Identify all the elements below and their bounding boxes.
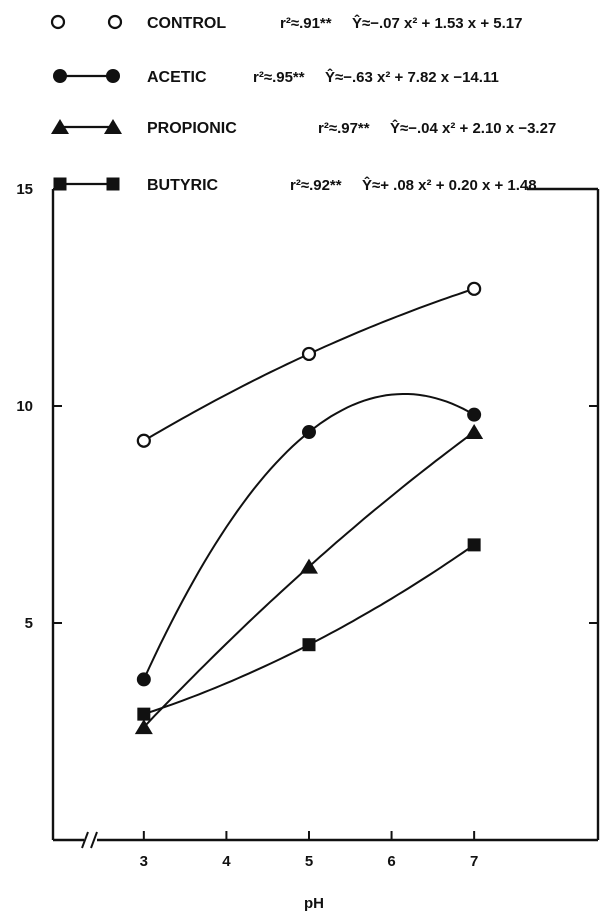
data-point-propionic <box>134 719 153 735</box>
legend-label-propionic: PROPIONIC <box>147 120 237 137</box>
legend: CONTROL r²≈.91** Ŷ≈−.07 x² + 1.53 x + 5.17… <box>50 14 556 194</box>
x-tick-label: 7 <box>470 853 478 870</box>
legend-marker-acetic <box>53 69 67 83</box>
legend-marker-butyric <box>53 177 67 191</box>
legend-label-acetic: ACETIC <box>147 69 207 86</box>
legend-r2-acetic: r²≈.95** <box>253 69 305 86</box>
y-tick-label: 5 <box>25 615 33 632</box>
legend-equation-control: Ŷ≈−.07 x² + 1.53 x + 5.17 <box>352 14 522 32</box>
legend-marker-butyric <box>106 177 120 191</box>
series-propionic <box>134 424 484 735</box>
data-point-butyric <box>467 538 481 552</box>
series-layer <box>134 281 484 735</box>
axis-break-mark <box>90 831 98 849</box>
series-control <box>136 281 482 448</box>
legend-marker-control <box>107 14 123 30</box>
data-point-butyric <box>137 707 151 721</box>
legend-entry-propionic: PROPIONIC r²≈.97** Ŷ≈−.04 x² + 2.10 x −3.2… <box>51 119 556 137</box>
legend-equation-butyric: Ŷ≈+ .08 x² + 0.20 x + 1.48 <box>362 176 537 194</box>
legend-entry-control: CONTROL r²≈.91** Ŷ≈−.07 x² + 1.53 x + 5.17 <box>50 14 522 32</box>
legend-label-butyric: BUTYRIC <box>147 177 219 194</box>
data-point-acetic <box>136 672 151 687</box>
legend-equation-propionic: Ŷ≈−.04 x² + 2.10 x −3.27 <box>390 119 556 137</box>
legend-marker-control <box>50 14 66 30</box>
legend-equation-acetic: Ŷ≈−.63 x² + 7.82 x −14.11 <box>325 68 499 86</box>
legend-entry-butyric: BUTYRIC r²≈.92** Ŷ≈+ .08 x² + 0.20 x + 1.4… <box>53 176 537 194</box>
legend-marker-propionic <box>51 119 69 134</box>
legend-r2-control: r²≈.91** <box>280 15 332 32</box>
x-tick-label: 4 <box>222 853 231 870</box>
data-point-butyric <box>302 638 316 652</box>
legend-marker-propionic <box>104 119 122 134</box>
series-line-control <box>143 287 475 442</box>
legend-r2-butyric: r²≈.92** <box>290 177 342 194</box>
x-tick-label: 6 <box>387 853 395 870</box>
series-butyric <box>137 538 481 721</box>
legend-entry-acetic: ACETIC r²≈.95** Ŷ≈−.63 x² + 7.82 x −14.11 <box>53 68 499 86</box>
x-axis-title: pH <box>304 895 324 912</box>
data-point-propionic <box>299 558 318 574</box>
data-point-control <box>467 281 482 296</box>
data-point-acetic <box>301 425 316 440</box>
y-tick-label: 15 <box>16 181 33 198</box>
legend-r2-propionic: r²≈.97** <box>318 120 370 137</box>
y-ticks: 5 10 15 <box>16 181 598 632</box>
data-point-propionic <box>465 424 484 440</box>
y-tick-label: 10 <box>16 398 33 415</box>
data-point-control <box>301 346 317 362</box>
data-point-acetic <box>467 407 482 422</box>
x-tick-label: 5 <box>305 853 313 870</box>
series-acetic <box>136 393 482 687</box>
axes: 3 4 5 6 7 5 10 15 pH <box>16 181 600 912</box>
x-tick-label: 3 <box>140 853 148 870</box>
legend-label-control: CONTROL <box>147 15 226 32</box>
x-ticks: 3 4 5 6 7 <box>140 831 478 870</box>
axis-break-mark <box>81 831 89 849</box>
data-point-control <box>136 433 151 448</box>
legend-marker-acetic <box>106 69 120 83</box>
